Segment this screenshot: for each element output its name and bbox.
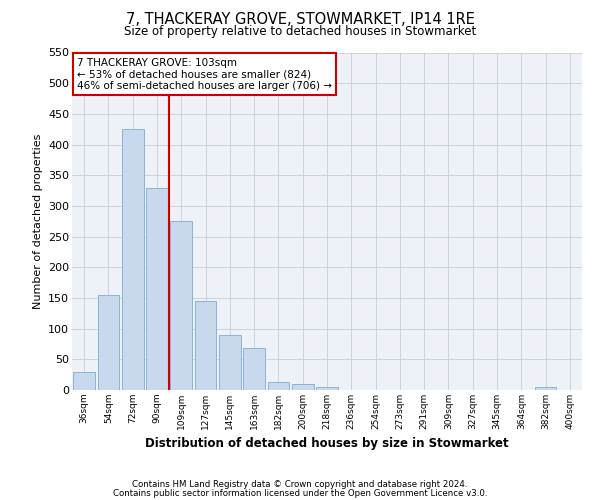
Bar [194,301,217,390]
Bar [268,382,289,390]
Text: 7 THACKERAY GROVE: 103sqm
← 53% of detached houses are smaller (824)
46% of semi: 7 THACKERAY GROVE: 103sqm ← 53% of detac… [77,58,332,91]
Text: Contains HM Land Registry data © Crown copyright and database right 2024.: Contains HM Land Registry data © Crown c… [132,480,468,489]
Bar [97,295,119,390]
Y-axis label: Number of detached properties: Number of detached properties [32,134,43,309]
Text: Contains public sector information licensed under the Open Government Licence v3: Contains public sector information licen… [113,488,487,498]
Bar [219,335,241,390]
Text: Size of property relative to detached houses in Stowmarket: Size of property relative to detached ho… [124,25,476,38]
Bar [316,387,338,390]
Bar [146,188,168,390]
Bar [73,372,95,390]
Bar [292,384,314,390]
Bar [122,129,143,390]
Bar [170,221,192,390]
X-axis label: Distribution of detached houses by size in Stowmarket: Distribution of detached houses by size … [145,438,509,450]
Text: 7, THACKERAY GROVE, STOWMARKET, IP14 1RE: 7, THACKERAY GROVE, STOWMARKET, IP14 1RE [125,12,475,28]
Bar [243,348,265,390]
Bar [535,387,556,390]
